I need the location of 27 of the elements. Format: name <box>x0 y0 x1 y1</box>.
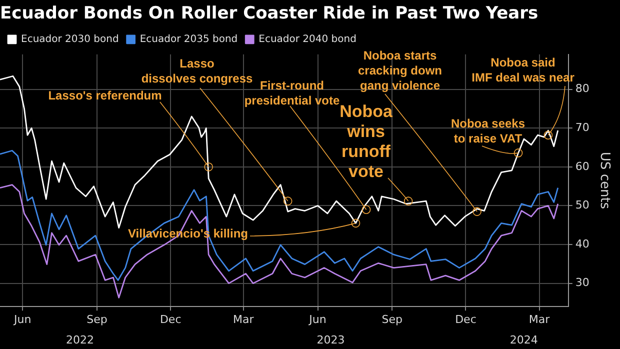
annotation: Lasso's referendum <box>48 88 162 102</box>
x2-tick-label: 2024 <box>510 333 538 346</box>
y-tick-label: 70 <box>575 120 590 134</box>
x-tick-label: Dec <box>160 313 182 326</box>
annotation: Noboa starts cracking down gang violence <box>358 48 442 92</box>
y-tick-label: 30 <box>575 276 590 290</box>
legend-label: Ecuador 2040 bond <box>258 34 356 45</box>
y-tick-label: 40 <box>575 237 590 250</box>
x-tick-label: Dec <box>455 313 476 326</box>
y-tick-label: 60 <box>575 160 590 173</box>
x-tick-label: Mar <box>528 313 550 326</box>
x-tick-label: Jun <box>13 313 32 326</box>
x2-tick-label: 2022 <box>66 333 94 346</box>
annotation: Noboa seeks to raise VAT <box>450 116 526 146</box>
annotation: Lasso dissolves congress <box>141 56 254 86</box>
chart-title: Ecuador Bonds On Roller Coaster Ride in Past Two Years <box>0 4 538 24</box>
x-tick-label: Sep <box>382 313 403 326</box>
y-axis-title: US cents <box>596 152 612 210</box>
x-tick-label: Mar <box>232 313 254 326</box>
x-tick-label: Sep <box>86 313 108 326</box>
y-tick-label: 80 <box>575 82 590 96</box>
annotation: Noboa wins runoff vote <box>340 102 393 182</box>
x2-tick-label: 2023 <box>316 333 345 346</box>
x-tick-label: Jun <box>308 313 326 326</box>
legend-label: Ecuador 2030 bond <box>21 34 119 45</box>
y-tick-label: 50 <box>575 198 590 212</box>
legend-label: Ecuador 2035 bond <box>140 34 238 45</box>
